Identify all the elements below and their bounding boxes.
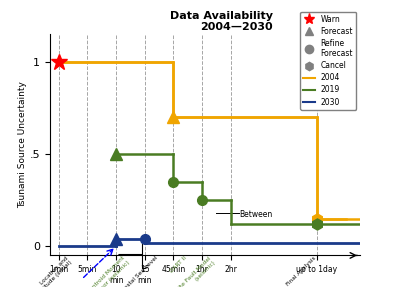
Y-axis label: Tsunami Source Uncertainty: Tsunami Source Uncertainty: [18, 82, 27, 208]
Text: Final Analysis: Final Analysis: [285, 255, 317, 287]
Text: Centroid Moment
Tensor (seismic): Centroid Moment Tensor (seismic): [87, 255, 130, 287]
Text: DART II: DART II: [169, 255, 188, 274]
Text: Coastal Sea Level: Coastal Sea Level: [118, 255, 159, 287]
Text: Between: Between: [240, 210, 273, 220]
Text: Finite Fault Model
(seismic): Finite Fault Model (seismic): [172, 255, 216, 287]
Legend: Warn, Forecast, Refine
Forecast, Cancel, 2004, 2019, 2030: Warn, Forecast, Refine Forecast, Cancel,…: [300, 12, 356, 110]
Text: Location and
Magnitude (initial): Location and Magnitude (initial): [27, 255, 73, 287]
Text: Data Availability
2004—2030: Data Availability 2004—2030: [170, 11, 273, 32]
